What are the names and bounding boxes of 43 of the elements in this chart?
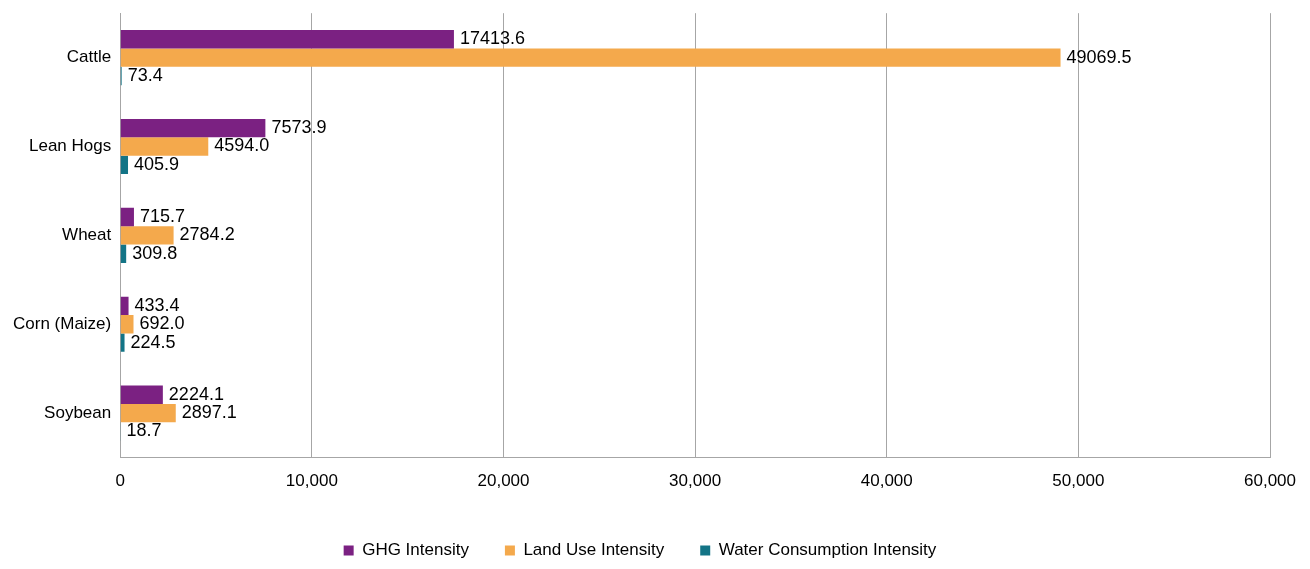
bar	[120, 48, 1061, 67]
bar	[120, 333, 125, 352]
legend-label: Land Use Intensity	[523, 540, 665, 560]
legend-label: GHG Intensity	[362, 540, 470, 560]
data-label: 18.7	[126, 420, 162, 441]
bar	[120, 137, 209, 156]
bar	[120, 118, 266, 138]
data-label: 7573.9	[271, 117, 327, 138]
bar	[120, 315, 134, 334]
bar	[120, 226, 174, 245]
data-label: 4594.0	[214, 135, 270, 156]
x-tick-label: 20,000	[477, 471, 530, 491]
legend-label: Water Consumption Intensity	[718, 540, 937, 560]
y-tick-label: Cattle	[66, 47, 112, 67]
x-tick-label: 10,000	[285, 471, 338, 491]
data-label: 309.8	[132, 242, 178, 263]
data-label: 433.4	[134, 294, 180, 315]
data-label: 224.5	[130, 331, 176, 352]
data-label: 2897.1	[181, 402, 237, 423]
data-label: 2784.2	[179, 224, 235, 245]
bar	[120, 403, 176, 423]
data-label: 692.0	[139, 313, 185, 334]
bar	[120, 30, 454, 49]
data-label: 2224.1	[168, 383, 224, 404]
data-label: 73.4	[127, 64, 163, 85]
y-tick-label: Corn (Maize)	[12, 313, 112, 333]
y-tick-label: Soybean	[44, 402, 112, 422]
x-tick-label: 40,000	[860, 471, 913, 491]
x-tick-label: 30,000	[669, 471, 722, 491]
x-tick-label: 60,000	[1244, 471, 1296, 491]
data-label: 17413.6	[459, 28, 526, 49]
bar	[120, 207, 134, 227]
bar	[120, 244, 127, 263]
data-label: 49069.5	[1066, 46, 1132, 67]
y-tick-label: Wheat	[62, 225, 112, 245]
x-tick-label: 50,000	[1052, 471, 1105, 491]
x-tick-label: 0	[115, 471, 125, 491]
data-label: 405.9	[134, 153, 180, 174]
data-label: 715.7	[139, 206, 185, 226]
bar	[120, 296, 129, 316]
bar	[120, 385, 163, 404]
bar	[120, 155, 129, 175]
y-tick-label: Lean Hogs	[29, 136, 112, 156]
